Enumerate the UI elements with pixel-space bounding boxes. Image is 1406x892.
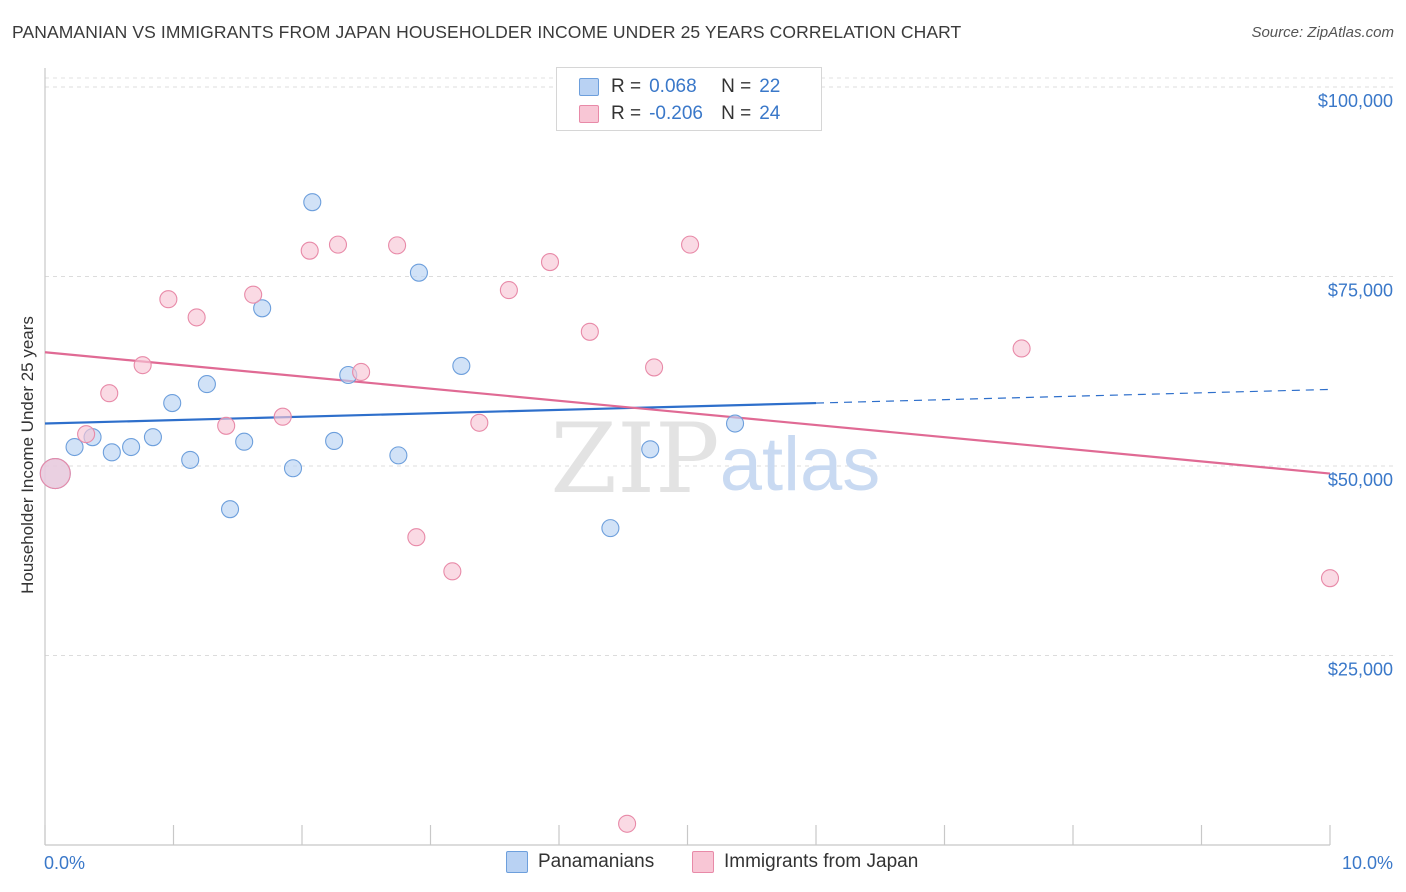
point-japan: [273, 407, 292, 426]
point-japan: [407, 528, 426, 547]
point-japan: [100, 384, 119, 403]
point-japan: [39, 458, 71, 490]
legend-row-japan: R = -0.206 N = 24: [579, 101, 780, 127]
legend-n-value: 24: [759, 103, 781, 124]
point-panamanians: [65, 437, 84, 457]
y-axis-label: Householder Income Under 25 years: [18, 316, 37, 594]
legend-n-value: 22: [759, 76, 781, 97]
watermark-zip: ZIP: [550, 403, 719, 515]
point-panamanians: [303, 193, 322, 212]
point-japan: [1012, 339, 1031, 358]
point-japan: [388, 236, 407, 255]
point-panamanians: [163, 394, 182, 413]
point-japan: [328, 235, 348, 254]
bottom-legend-panamanians: Panamanians: [506, 851, 654, 873]
x-tick-label: 0.0%: [44, 853, 85, 873]
point-panamanians: [102, 443, 121, 462]
point-japan: [618, 814, 637, 833]
trend-line-panamanians: [44, 401, 817, 425]
axes: [44, 68, 1331, 846]
y-tick-label: $50,000: [1328, 470, 1393, 490]
point-japan: [1320, 569, 1340, 588]
bottom-legend-label: Panamanians: [538, 851, 655, 872]
point-japan: [580, 322, 599, 341]
bottom-legend-swatch-pink: [692, 851, 714, 873]
point-panamanians: [452, 356, 471, 375]
legend-swatch-pink: [579, 105, 599, 123]
point-panamanians: [220, 500, 240, 519]
point-japan: [645, 358, 664, 377]
legend-n-label: N =: [721, 103, 752, 124]
x-tick-label: 10.0%: [1342, 853, 1393, 873]
point-japan: [540, 253, 560, 272]
tick-labels: $25,000 $50,000 $75,000 $100,000 0.0% 10.0%: [44, 91, 1393, 873]
point-japan: [77, 425, 96, 444]
source-note: Source: ZipAtlas.com: [1251, 24, 1394, 41]
legend-r-value: -0.206: [649, 103, 703, 124]
point-japan: [443, 562, 462, 581]
legend-r-label: R =: [611, 76, 642, 97]
point-panamanians: [325, 431, 344, 451]
y-tick-label: $100,000: [1318, 91, 1393, 111]
point-japan: [133, 356, 152, 375]
point-japan: [187, 308, 206, 327]
trend-line-panamanians-extension: [815, 388, 1331, 404]
trend-line-japan: [44, 351, 1331, 475]
point-panamanians: [409, 263, 428, 282]
legend-row-panamanians: R = 0.068 N = 22: [579, 74, 780, 100]
point-japan: [159, 290, 178, 309]
trend-lines: [44, 351, 1331, 475]
y-tick-label: $75,000: [1328, 280, 1393, 300]
point-panamanians: [235, 432, 254, 451]
point-panamanians: [725, 414, 745, 433]
point-panamanians: [253, 299, 272, 318]
legend-r-label: R =: [611, 103, 642, 124]
correlation-legend: R = 0.068 N = 22 R = -0.206 N = 24: [556, 67, 822, 131]
bottom-legend-japan: Immigrants from Japan: [692, 851, 918, 873]
point-japan: [217, 416, 236, 435]
bottom-legend-swatch-blue: [506, 851, 528, 873]
point-japan: [352, 362, 371, 382]
point-panamanians: [143, 428, 162, 447]
point-japan: [470, 413, 489, 432]
point-panamanians: [181, 450, 200, 469]
point-panamanians: [601, 519, 620, 538]
legend-r-value: 0.068: [649, 76, 697, 97]
point-panamanians: [389, 446, 408, 465]
point-japan: [681, 235, 700, 254]
legend-swatch-blue: [579, 78, 599, 96]
bottom-legend-label: Immigrants from Japan: [724, 851, 919, 872]
point-japan: [499, 281, 518, 300]
point-panamanians: [197, 375, 216, 394]
point-panamanians: [641, 440, 660, 459]
grid-lines: [45, 77, 1395, 656]
point-panamanians: [283, 459, 303, 478]
data-points: [39, 193, 1340, 833]
y-tick-label: $25,000: [1328, 659, 1393, 679]
legend-n-label: N =: [721, 76, 752, 97]
chart-title: PANAMANIAN VS IMMIGRANTS FROM JAPAN HOUS…: [12, 22, 962, 42]
point-japan: [300, 241, 319, 260]
point-japan: [244, 285, 263, 304]
point-panamanians: [122, 437, 141, 457]
watermark-atlas: atlas: [720, 422, 881, 507]
watermark: ZIP atlas: [550, 403, 880, 515]
